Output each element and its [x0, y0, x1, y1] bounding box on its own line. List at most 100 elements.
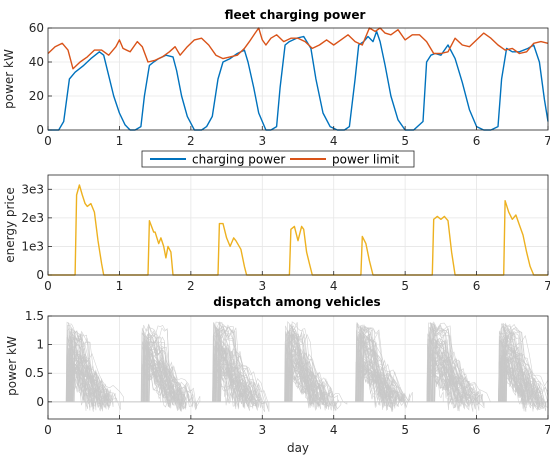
panel-3-ticks: 0 1 2 3 4 5 6 7 0 0.5 1 1.5: [25, 309, 550, 437]
x-tick-label: 7: [544, 134, 550, 148]
x-tick-label: 5: [401, 423, 409, 437]
vehicle-dispatch-line: [359, 334, 392, 402]
vehicle-dispatch-line: [218, 347, 252, 402]
vehicle-dispatch-line: [67, 322, 90, 405]
y-tick-label: 20: [29, 89, 44, 103]
legend-box: [141, 150, 415, 168]
vehicle-dispatch-line: [426, 359, 459, 412]
y-tick-label: 3e3: [21, 182, 44, 196]
x-tick-label: 3: [258, 423, 266, 437]
vehicle-dispatch-line: [148, 351, 197, 409]
vehicle-dispatch-line: [361, 344, 391, 408]
vehicle-dispatch-line: [72, 370, 96, 407]
panel-1-axes-box: [47, 27, 549, 131]
vehicle-dispatch-line: [216, 332, 260, 402]
vehicle-dispatch-line: [359, 355, 394, 402]
vehicle-dispatch-line: [215, 326, 264, 409]
vehicle-dispatch-line: [362, 333, 392, 412]
x-tick-label: 0: [44, 423, 52, 437]
vehicle-dispatch-line: [213, 325, 252, 404]
y-tick-label: 0.5: [25, 366, 44, 380]
vehicle-dispatch-line: [501, 336, 542, 409]
x-tick-label: 1: [116, 279, 124, 293]
vehicle-dispatch-line: [285, 372, 318, 403]
vehicle-dispatch-line: [212, 322, 260, 402]
vehicle-dispatch-line: [146, 346, 184, 410]
vehicle-dispatch-line: [291, 362, 348, 405]
x-tick-label: 4: [330, 279, 338, 293]
vehicle-dispatch-line: [144, 346, 184, 405]
y-tick-label: 60: [29, 21, 44, 35]
vehicle-dispatch-line: [213, 346, 254, 406]
x-tick-label: 0: [44, 134, 52, 148]
x-tick-label: 5: [401, 279, 409, 293]
panel-1-ticks: 0 1 2 3 4 5 6 7 0 20 40 60: [29, 21, 550, 148]
vehicle-dispatch-line: [502, 350, 549, 407]
panel-3-series: [48, 321, 549, 412]
y-tick-label: 0: [36, 123, 44, 137]
vehicle-dispatch-line: [218, 361, 259, 402]
x-tick-label: 1: [116, 134, 124, 148]
series-line-energy-price: [48, 184, 548, 276]
vehicle-dispatch-line: [220, 365, 240, 410]
series-line-power-limit: [47, 27, 549, 70]
vehicle-dispatch-line: [356, 335, 385, 402]
vehicle-dispatch-line: [434, 367, 463, 404]
x-tick-label: 4: [330, 423, 338, 437]
x-tick-label: 2: [187, 423, 195, 437]
vehicle-dispatch-line: [357, 349, 388, 402]
vehicle-dispatch-line: [73, 363, 105, 406]
legend-label-power-limit: power limit: [332, 153, 400, 167]
vehicle-dispatch-line: [146, 349, 182, 402]
panel-2-series: [48, 184, 548, 276]
y-tick-label: 1.5: [25, 309, 44, 323]
vehicle-dispatch-line: [504, 352, 537, 407]
y-tick-label: 0: [36, 268, 44, 282]
x-tick-label: 6: [473, 134, 481, 148]
legend: charging power power limit: [141, 150, 415, 168]
y-tick-label: 1: [36, 338, 44, 352]
vehicle-dispatch-line: [218, 350, 244, 404]
vehicle-dispatch-line: [504, 345, 535, 407]
panel-2-ylabel: energy price: [3, 187, 17, 263]
vehicle-dispatch-line: [501, 322, 543, 402]
vehicle-dispatch-line: [288, 367, 336, 407]
vehicle-dispatch-line: [357, 330, 413, 402]
vehicle-dispatch-line: [357, 343, 387, 402]
vehicle-dispatch-line: [143, 338, 161, 402]
vehicle-dispatch-line: [212, 373, 237, 410]
y-tick-label: 1e3: [21, 239, 44, 253]
y-tick-label: 40: [29, 55, 44, 69]
x-tick-label: 3: [258, 134, 266, 148]
legend-label-charging-power: charging power: [192, 153, 285, 167]
x-tick-label: 4: [330, 134, 338, 148]
vehicle-dispatch-line: [68, 353, 96, 404]
x-tick-label: 7: [544, 423, 550, 437]
vehicle-dispatch-line: [219, 367, 265, 412]
y-tick-label: 2e3: [21, 211, 44, 225]
panel-energy-price: energy price 0 1 2 3 4 5 6 7 0 1e3 2e3 3e3: [3, 174, 550, 293]
panel-1-title: fleet charging power: [225, 8, 366, 22]
panel-3-axes-box: [47, 315, 549, 420]
vehicle-dispatch-line: [286, 329, 314, 402]
vehicle-dispatch-line: [220, 338, 251, 402]
vehicle-dispatch-line: [67, 337, 102, 408]
panel-1-series: [47, 27, 549, 131]
panel-3-xlabel: day: [287, 441, 309, 455]
x-tick-label: 5: [401, 134, 409, 148]
vehicle-dispatch-line: [502, 326, 549, 408]
vehicle-dispatch-line: [498, 330, 523, 402]
panel-3-ylabel: power kW: [5, 336, 19, 396]
vehicle-dispatch-line: [212, 321, 254, 409]
vehicle-dispatch-line: [287, 367, 327, 406]
vehicle-dispatch-line: [431, 337, 480, 402]
x-tick-label: 2: [187, 279, 195, 293]
vehicle-dispatch-line: [430, 323, 476, 403]
x-tick-label: 0: [44, 279, 52, 293]
vehicle-dispatch-line: [214, 321, 250, 404]
vehicle-dispatch-line: [357, 333, 405, 403]
vehicle-dispatch-line: [144, 362, 188, 403]
vehicle-dispatch-line: [142, 346, 172, 408]
vehicle-dispatch-line: [360, 341, 403, 402]
